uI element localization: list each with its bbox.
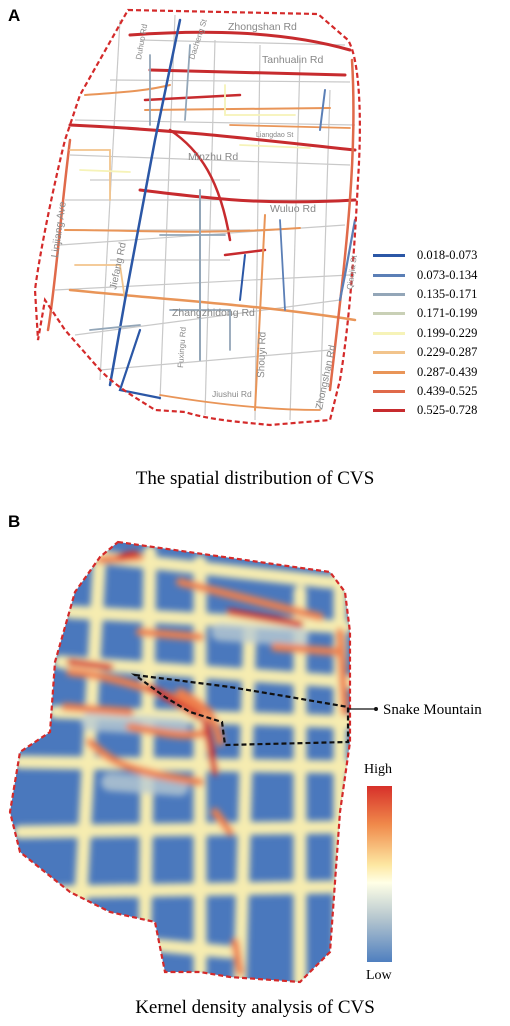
label-shouyi: Shouyi Rd — [256, 332, 269, 378]
road-light-2 — [74, 264, 126, 301]
legend-swatch — [373, 254, 405, 258]
panel-a-letter: A — [8, 6, 21, 25]
snake-mountain-label: Snake Mountain — [383, 702, 482, 718]
study-area-boundary-b — [8, 540, 352, 984]
cvs-roads — [46, 18, 357, 411]
label-minzhu: Minzhu Rd — [188, 151, 238, 163]
legend-swatch — [373, 351, 405, 355]
road-upper-orange — [84, 84, 171, 96]
road-jiushui — [159, 394, 321, 411]
cvs-road-map: Zhongshan Rd Tanhualin Rd Minzhu Rd Wulu… — [33, 8, 361, 427]
legend-label: 0.229-0.287 — [417, 345, 478, 360]
snake-mountain-marker — [374, 707, 378, 711]
road-liangdao — [229, 124, 351, 129]
label-dacheng: Dacheng St — [187, 17, 209, 60]
legend-swatch — [373, 370, 405, 374]
legend-item: 0.525-0.728 — [373, 401, 477, 420]
road-light-3 — [224, 84, 296, 116]
road-tanhualin — [148, 68, 347, 77]
panel-b-letter: B — [8, 512, 21, 531]
legend-item: 0.073-0.134 — [373, 265, 477, 284]
legend-label: 0.073-0.134 — [417, 267, 478, 282]
label-jiefang: Jiefang Rd — [108, 242, 129, 291]
label-wuluo: Wuluo Rd — [270, 203, 316, 215]
road-qiaojia — [338, 218, 357, 302]
legend-label: 0.525-0.728 — [417, 403, 478, 418]
road-grey-3 — [169, 309, 231, 351]
cvs-legend: 0.018-0.073 0.073-0.134 0.135-0.171 0.171-0… — [373, 246, 477, 421]
label-tanhualin: Tanhualin Rd — [262, 54, 323, 66]
ramp-high-label: High — [364, 762, 392, 777]
legend-label: 0.018-0.073 — [417, 248, 478, 263]
road-light-5 — [79, 169, 131, 173]
road-linjiang — [46, 138, 72, 332]
label-zhongshan-top: Zhongshan Rd — [228, 21, 297, 33]
panel-b-caption: Kernel density analysis of CVS — [135, 997, 375, 1018]
legend-swatch — [373, 331, 405, 335]
road-zhongshan-top — [128, 30, 352, 52]
road-blue-east — [319, 89, 326, 131]
label-liangdao: Liangdao St — [256, 132, 293, 139]
road-light-1 — [69, 149, 111, 201]
legend-label: 0.171-0.199 — [417, 306, 478, 321]
road-tan-2 — [144, 107, 331, 111]
snake-mountain-outline — [130, 673, 350, 747]
road-grey-7 — [279, 219, 286, 311]
road-blue-mid — [239, 254, 246, 301]
legend-label: 0.439-0.525 — [417, 383, 478, 398]
study-area-boundary — [33, 8, 361, 427]
legend-swatch — [373, 389, 405, 393]
road-jiefang — [108, 18, 182, 387]
legend-item: 0.439-0.525 — [373, 382, 477, 401]
road-grey-4 — [89, 324, 141, 331]
ramp-low-label: Low — [366, 968, 392, 983]
road-wuluo — [138, 188, 357, 204]
road-red-east — [223, 248, 267, 257]
legend-item: 0.199-0.229 — [373, 324, 477, 343]
legend-swatch — [373, 273, 405, 277]
label-zhangzhidong: Zhangzhidong Rd — [172, 307, 255, 319]
road-diagonal — [168, 128, 232, 242]
legend-label: 0.287-0.439 — [417, 364, 478, 379]
legend-item: 0.018-0.073 — [373, 246, 477, 265]
base-road-network — [54, 14, 356, 421]
legend-item: 0.287-0.439 — [373, 362, 477, 381]
legend-label: 0.199-0.229 — [417, 325, 478, 340]
kernel-density-map: Snake Mountain — [8, 540, 482, 984]
density-medium-corridors — [13, 545, 350, 982]
legend-label: 0.135-0.171 — [417, 286, 478, 301]
road-shouyi — [254, 214, 266, 411]
panel-a-caption: The spatial distribution of CVS — [135, 468, 375, 489]
density-color-ramp — [367, 786, 392, 962]
legend-item: 0.171-0.199 — [373, 304, 477, 323]
road-minzhu — [68, 123, 357, 152]
label-jiushui: Jiushui Rd — [212, 389, 252, 399]
road-zhangzhidong — [68, 288, 357, 322]
road-east-edge — [328, 58, 355, 392]
density-low-background — [10, 542, 350, 982]
legend-swatch — [373, 409, 405, 413]
road-grey-6 — [184, 44, 191, 121]
road-blue-south — [118, 328, 162, 400]
legend-item: 0.229-0.287 — [373, 343, 477, 362]
legend-swatch — [373, 312, 405, 316]
label-fuxingu: Fuxingu Rd — [176, 327, 188, 368]
legend-item: 0.135-0.171 — [373, 285, 477, 304]
road-light-4 — [239, 144, 311, 149]
label-duhuo: Duhuo Rd — [134, 23, 149, 60]
legend-swatch — [373, 292, 405, 296]
